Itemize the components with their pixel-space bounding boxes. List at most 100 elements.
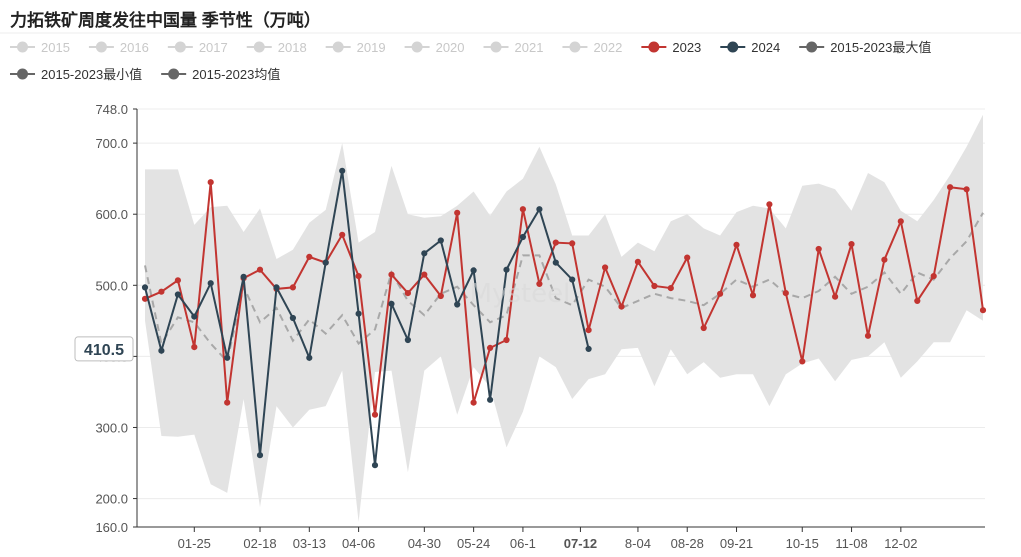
data-point-2024 (404, 336, 411, 344)
data-point-2023 (700, 324, 707, 332)
data-point-2024 (207, 280, 214, 287)
legend-marker (490, 41, 502, 53)
legend-item-2020: 2020 (404, 40, 465, 55)
legend-marker (174, 41, 186, 53)
legend-item-2015: 2015 (10, 40, 70, 55)
data-point-2023 (503, 336, 510, 344)
data-point-2023 (207, 179, 214, 186)
data-point-2023 (569, 240, 576, 247)
data-point-2024 (158, 347, 165, 354)
x-tick-label: 08-28 (671, 536, 704, 551)
legend-label: 2021 (515, 40, 544, 55)
data-point-2023 (815, 245, 822, 253)
legend-label: 2023 (672, 40, 701, 55)
data-point-2024 (306, 354, 313, 361)
data-point-2023 (733, 241, 740, 248)
series-lines (141, 167, 987, 469)
legend-marker (168, 68, 180, 80)
y-tick-label: 748.0 (95, 102, 128, 117)
data-point-2023 (519, 206, 527, 213)
data-point-2023 (832, 293, 839, 300)
data-point-2023 (881, 256, 888, 263)
data-point-2023 (289, 284, 296, 291)
data-point-2024 (322, 259, 329, 266)
legend-marker (806, 41, 818, 53)
data-point-2023 (684, 254, 691, 261)
data-point-2023 (404, 290, 411, 297)
legend-item-2017: 2017 (167, 40, 228, 55)
legend-label: 2022 (593, 40, 622, 55)
data-point-2023 (667, 285, 674, 292)
mean-line (144, 212, 984, 364)
legend-label: 2017 (199, 40, 228, 55)
legend: 2015 2016 2017 2018 2019 2020 2021 2022 2023 2024… (10, 40, 931, 82)
legend-item-2023: 2023 (641, 40, 701, 55)
legend-item-2024: 2024 (720, 40, 780, 55)
data-point-2023 (963, 186, 970, 193)
crosshair-y-label-box (74, 336, 134, 362)
data-point-2023 (799, 358, 806, 365)
data-point-2023 (749, 292, 757, 299)
range-band (145, 114, 983, 522)
legend-marker (17, 41, 28, 53)
data-point-2023 (634, 258, 642, 265)
data-point-2023 (552, 239, 559, 246)
watermark: Mysteel (470, 279, 571, 309)
data-point-2023 (158, 288, 165, 295)
y-tick-label: 160.0 (95, 520, 128, 535)
data-point-2023 (174, 277, 181, 284)
x-tick-label: 06-1 (510, 536, 536, 551)
data-point-2023 (388, 271, 395, 278)
legend-marker (17, 68, 28, 80)
data-point-2024 (536, 206, 543, 213)
legend-label: 2015-2023最小值 (41, 67, 142, 82)
data-point-2023 (454, 209, 461, 216)
data-point-2023 (914, 297, 921, 304)
x-tick-label: 8-04 (625, 536, 651, 551)
data-point-2024 (421, 250, 428, 257)
legend-marker (95, 41, 107, 53)
y-tick-label: 600.0 (95, 207, 128, 222)
data-point-2024 (174, 291, 181, 298)
data-point-2023 (470, 399, 477, 406)
legend-item-2021: 2021 (483, 40, 544, 55)
legend-label: 2016 (120, 40, 149, 55)
legend-marker (411, 41, 423, 53)
legend-item-2016: 2016 (88, 40, 149, 55)
data-point-2023 (782, 290, 789, 297)
data-point-2024 (503, 266, 510, 273)
x-tick-label: 04-06 (342, 536, 375, 551)
data-point-2023 (651, 282, 658, 290)
data-point-2024 (256, 452, 264, 459)
data-point-2024 (552, 259, 559, 266)
x-tick-label: 02-18 (243, 536, 276, 551)
x-tick-label: 04-30 (408, 536, 441, 551)
data-point-2023 (536, 280, 543, 287)
data-point-2024 (224, 354, 231, 361)
data-point-2024 (487, 396, 494, 403)
data-point-2023 (602, 264, 609, 271)
axes: 160.0200.0300.0400.0500.0600.0700.0748.0… (95, 102, 985, 551)
legend-label: 2015-2023均值 (192, 67, 280, 82)
y-tick-label: 700.0 (95, 136, 128, 151)
data-point-2024 (141, 284, 149, 291)
data-point-2024 (519, 233, 527, 241)
data-point-2023 (930, 273, 937, 280)
data-point-2024 (454, 301, 461, 308)
legend-marker (253, 41, 265, 53)
legend-label: 2015 (41, 40, 70, 55)
x-tick-label: 10-15 (786, 536, 819, 551)
data-point-2023 (421, 271, 428, 278)
legend-item-2018: 2018 (246, 40, 307, 55)
x-tick-label: 01-25 (178, 536, 211, 551)
legend-item-2015-2023最大值: 2015-2023最大值 (799, 40, 931, 55)
data-point-2024 (273, 284, 280, 291)
legend-marker (727, 41, 739, 53)
data-point-2023 (306, 253, 313, 260)
data-point-2023 (717, 290, 724, 297)
data-point-2024 (240, 273, 247, 280)
series-line-2023 (144, 182, 984, 415)
legend-label: 2019 (357, 40, 386, 55)
data-point-2023 (355, 273, 362, 280)
data-point-2023 (897, 218, 904, 225)
